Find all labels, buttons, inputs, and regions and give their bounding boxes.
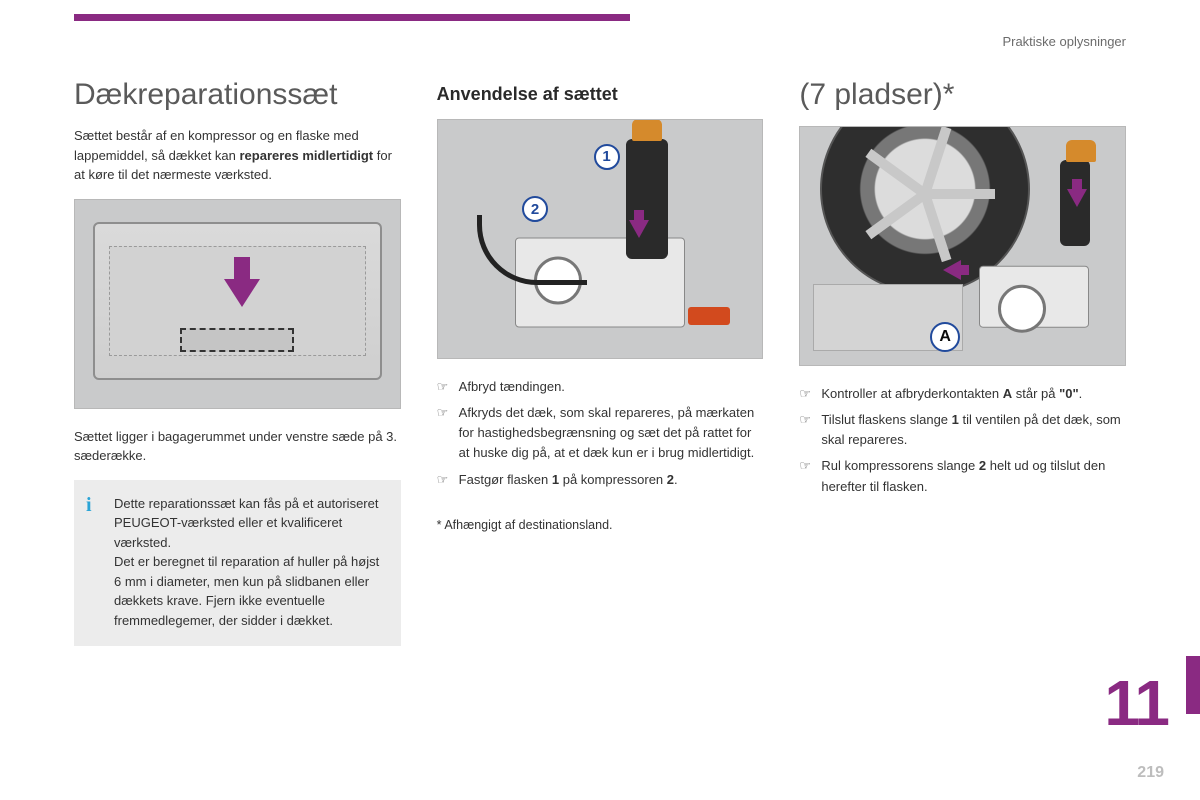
intro-bold: repareres midlertidigt — [239, 148, 373, 163]
usage-heading: Anvendelse af sættet — [437, 84, 764, 105]
step-text: Tilslut flaskens slange 1 til ventilen p… — [821, 412, 1120, 447]
marker-1: 1 — [594, 144, 620, 170]
steps-list-mid: Afbryd tændingen. Afkryds det dæk, som s… — [437, 377, 764, 490]
page-content: Dækreparationssæt Sættet består af en ko… — [74, 78, 1126, 646]
top-accent-bar — [74, 14, 630, 21]
arrow-left-icon — [943, 260, 961, 280]
step-item: Rul kompressorens slange 2 helt ud og ti… — [799, 456, 1126, 496]
info-box: i Dette reparationssæt kan fås på et aut… — [74, 480, 401, 647]
step-text: Fastgør flasken 1 på kompressoren 2. — [459, 472, 678, 487]
kit-slot-marker — [180, 328, 294, 352]
info-icon: i — [86, 490, 92, 520]
section-label: Praktiske oplysninger — [1002, 34, 1126, 49]
page-title: Dækreparationssæt — [74, 78, 401, 112]
wheel-spoke — [920, 193, 951, 263]
figure-compressor-assembly: 1 2 — [437, 119, 764, 359]
column-right: (7 pladser)* A Kontroller at afbryderkon… — [799, 78, 1126, 646]
arrow-down-icon — [629, 220, 649, 238]
info-text: Dette reparationssæt kan fås på et autor… — [114, 496, 379, 628]
figure-trunk-location — [74, 199, 401, 409]
step-item: Fastgør flasken 1 på kompressoren 2. — [437, 470, 764, 490]
step-item: Kontroller at afbryderkontakten A står p… — [799, 384, 1126, 404]
compressor-hose — [477, 215, 587, 285]
power-plug — [688, 307, 730, 325]
step-text: Kontroller at afbryderkontakten A står p… — [821, 386, 1082, 401]
step-item: Tilslut flaskens slange 1 til ventilen p… — [799, 410, 1126, 450]
page-number: 219 — [1137, 764, 1164, 782]
figure-wheel-connection: A — [799, 126, 1126, 366]
wheel-spoke — [865, 149, 928, 198]
title-variant: (7 pladser)* — [799, 78, 1126, 112]
intro-paragraph: Sættet består af en kompressor og en fla… — [74, 126, 401, 185]
wheel-spoke — [925, 189, 995, 199]
compressor-base — [979, 265, 1089, 327]
sealant-bottle — [626, 139, 668, 259]
column-left: Dækreparationssæt Sættet består af en ko… — [74, 78, 401, 646]
step-text: Rul kompressorens slange 2 helt ud og ti… — [821, 458, 1105, 493]
figure-caption-left: Sættet ligger i bagagerummet under venst… — [74, 427, 401, 466]
steps-list-right: Kontroller at afbryderkontakten A står p… — [799, 384, 1126, 497]
column-middle: Anvendelse af sættet 1 2 Afbryd tændinge… — [437, 78, 764, 646]
wheel-spoke — [865, 190, 928, 239]
wheel-spoke — [920, 126, 951, 196]
step-item: Afbryd tændingen. — [437, 377, 764, 397]
step-item: Afkryds det dæk, som skal repareres, på … — [437, 403, 764, 463]
arrow-down-icon — [1067, 189, 1087, 207]
chapter-number: 11 — [1104, 666, 1200, 740]
arrow-down-icon — [224, 279, 260, 307]
footnote: * Afhængigt af destinationsland. — [437, 518, 764, 532]
